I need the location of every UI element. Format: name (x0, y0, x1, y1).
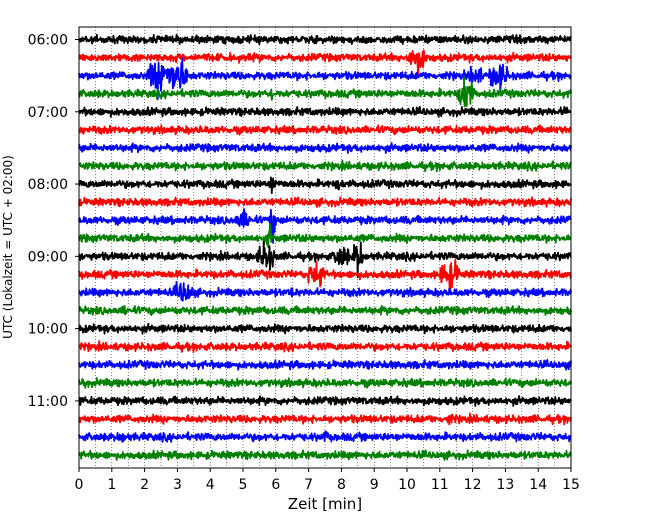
x-tick-label: 3 (173, 477, 182, 493)
seismogram-trace (78, 33, 572, 46)
seismogram-trace (78, 124, 572, 136)
x-tick-label: 0 (75, 477, 84, 493)
seismogram-trace (78, 449, 572, 461)
plot-frame (78, 26, 572, 469)
seismogram-trace (78, 75, 572, 108)
seismogram-trace (78, 395, 572, 407)
seismogram-trace (78, 57, 572, 101)
x-axis-ticks: 0 1 2 3 4 5 6 7 8 9 10 11 12 13 14 15 (75, 468, 580, 493)
seismogram-trace (78, 281, 572, 302)
x-tick-label: 8 (337, 477, 346, 493)
y-axis-ticks: 06:00 07:00 08:00 09:00 10:00 11:00 (28, 33, 79, 410)
seismogram-trace (78, 222, 572, 249)
seismogram-trace (78, 240, 572, 279)
y-axis-label: UTC (Lokalzeit = UTC + 02:00) (1, 155, 15, 339)
seismogram-trace (78, 377, 572, 389)
x-tick-label: 2 (140, 477, 149, 493)
seismogram-trace (78, 430, 572, 443)
x-tick-label: 15 (562, 477, 580, 493)
x-tick-label: 13 (496, 477, 514, 493)
seismogram-trace (78, 322, 572, 335)
traces (78, 33, 572, 461)
seismogram-trace (78, 305, 572, 316)
seismogram-trace (78, 176, 572, 195)
x-tick-label: 5 (239, 477, 248, 493)
seismogram-trace (78, 196, 572, 208)
seismogram-trace (78, 142, 572, 154)
seismogram-trace (78, 105, 572, 118)
x-axis-label: Zeit [min] (288, 495, 362, 513)
x-tick-label: 6 (271, 477, 280, 493)
seismogram-trace (78, 359, 572, 371)
y-tick-label: 08:00 (28, 177, 68, 193)
x-tick-label: 4 (206, 477, 215, 493)
y-tick-label: 10:00 (28, 322, 68, 338)
x-tick-label: 7 (304, 477, 313, 493)
x-tick-label: 14 (529, 477, 547, 493)
seismogram-trace (78, 259, 572, 293)
y-tick-label: 06:00 (28, 33, 68, 49)
x-tick-label: 1 (107, 477, 116, 493)
y-tick-label: 09:00 (28, 249, 68, 265)
seismogram-trace (78, 159, 572, 173)
x-tick-label: 12 (464, 477, 482, 493)
x-tick-label: 10 (398, 477, 416, 493)
seismogram-trace (78, 208, 572, 244)
y-tick-label: 11:00 (28, 394, 68, 410)
seismogram-trace (78, 49, 572, 77)
x-tick-label: 9 (370, 477, 379, 493)
x-tick-label: 11 (431, 477, 449, 493)
y-tick-label: 07:00 (28, 105, 68, 121)
seismogram-trace (78, 412, 572, 426)
seismogram-trace (78, 340, 572, 353)
